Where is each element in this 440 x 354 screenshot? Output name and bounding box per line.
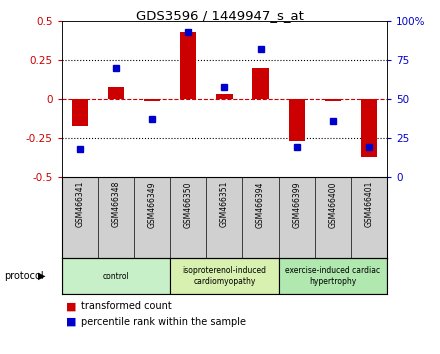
Text: ■: ■: [66, 317, 77, 327]
Bar: [144, 99, 160, 101]
Text: GSM466350: GSM466350: [184, 181, 193, 228]
Bar: [361, 99, 377, 157]
Text: GSM466401: GSM466401: [365, 181, 374, 228]
Bar: [170, 258, 279, 294]
Bar: [253, 68, 269, 99]
Bar: [72, 99, 88, 126]
Text: GSM466399: GSM466399: [292, 181, 301, 228]
Bar: [180, 32, 196, 99]
Text: GSM466341: GSM466341: [75, 181, 84, 228]
Text: isoproterenol-induced
cardiomyopathy: isoproterenol-induced cardiomyopathy: [183, 266, 266, 286]
Bar: [216, 95, 232, 99]
Text: control: control: [103, 272, 129, 281]
Text: GSM466351: GSM466351: [220, 181, 229, 228]
Bar: [108, 87, 124, 99]
Bar: [289, 99, 305, 141]
Text: exercise-induced cardiac
hypertrophy: exercise-induced cardiac hypertrophy: [286, 266, 381, 286]
Text: ■: ■: [66, 301, 77, 311]
Text: GDS3596 / 1449947_s_at: GDS3596 / 1449947_s_at: [136, 9, 304, 22]
Text: GSM466400: GSM466400: [328, 181, 337, 228]
Bar: [279, 258, 387, 294]
Text: GSM466394: GSM466394: [256, 181, 265, 228]
Text: transformed count: transformed count: [81, 301, 172, 311]
Text: ▶: ▶: [38, 271, 46, 281]
Bar: [325, 99, 341, 101]
Text: percentile rank within the sample: percentile rank within the sample: [81, 317, 246, 327]
Bar: [62, 258, 170, 294]
Text: GSM466349: GSM466349: [147, 181, 157, 228]
Text: GSM466348: GSM466348: [111, 181, 121, 228]
Text: protocol: protocol: [4, 271, 44, 281]
